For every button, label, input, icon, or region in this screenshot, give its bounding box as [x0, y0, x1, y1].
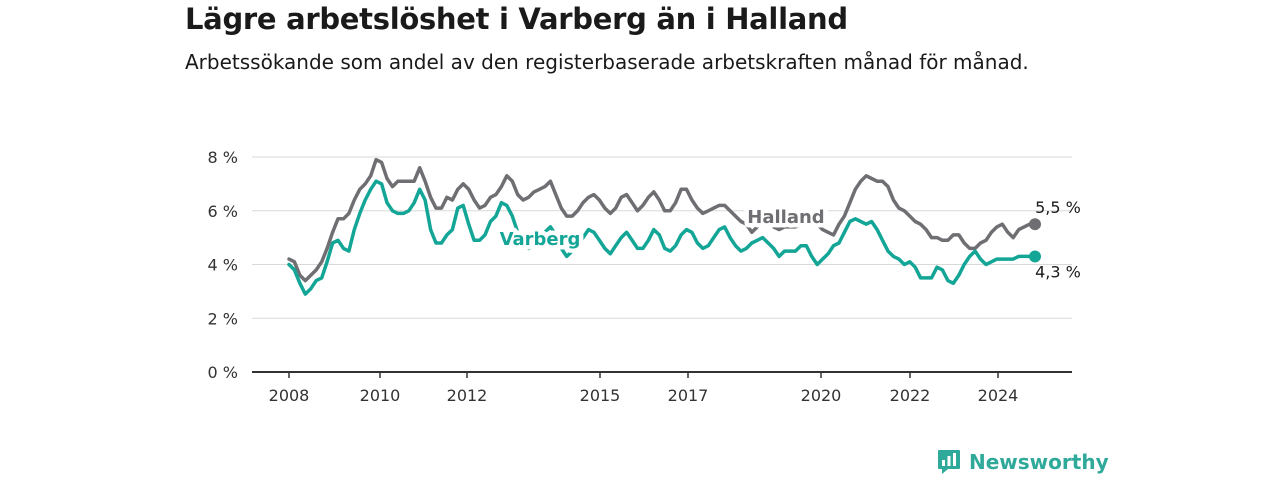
y-axis-ticks: 0 % 2 % 4 % 6 % 8 % — [208, 148, 238, 382]
series-line-varberg — [287, 179, 1037, 296]
x-axis-ticks: 2008 2010 2012 2015 2017 2020 2022 2024 — [252, 371, 1072, 405]
chart-subtitle: Arbetssökande som andel av den registerb… — [185, 50, 1029, 74]
x-tick-label: 2024 — [978, 386, 1019, 405]
y-tick-label: 8 % — [208, 148, 238, 167]
series-end-label-halland: 5,5 % — [1035, 198, 1081, 217]
x-tick-label: 2022 — [890, 386, 931, 405]
y-tick-label: 2 % — [208, 309, 238, 328]
newsworthy-logo: Newsworthy — [937, 449, 1109, 475]
y-tick-label: 4 % — [208, 256, 238, 275]
brand-name: Newsworthy — [969, 450, 1109, 474]
series-end-dot-varberg — [1029, 250, 1041, 263]
y-tick-label: 0 % — [208, 363, 238, 382]
series-end-label-varberg: 4,3 % — [1035, 262, 1081, 281]
series-line-halland — [287, 157, 1037, 283]
x-tick-label: 2015 — [580, 386, 621, 405]
x-tick-label: 2012 — [447, 386, 488, 405]
series-name-label-halo-varberg: Varberg — [500, 229, 581, 250]
chart-title: Lägre arbetslöshet i Varberg än i Hallan… — [185, 2, 848, 36]
x-tick-label: 2008 — [269, 386, 310, 405]
gridlines — [252, 156, 1072, 319]
series-name-label-halo-halland: Halland — [747, 207, 824, 228]
y-tick-label: 6 % — [208, 202, 238, 221]
series-lines — [287, 157, 1041, 296]
x-tick-label: 2010 — [360, 386, 401, 405]
x-tick-label: 2017 — [668, 386, 709, 405]
bar-chart-speech-bubble-icon — [938, 450, 960, 474]
series-end-dot-halland — [1029, 218, 1041, 231]
series-name-label-halland: Halland — [747, 207, 824, 228]
x-tick-label: 2020 — [801, 386, 842, 405]
series-name-label-varberg: Varberg — [500, 229, 581, 250]
